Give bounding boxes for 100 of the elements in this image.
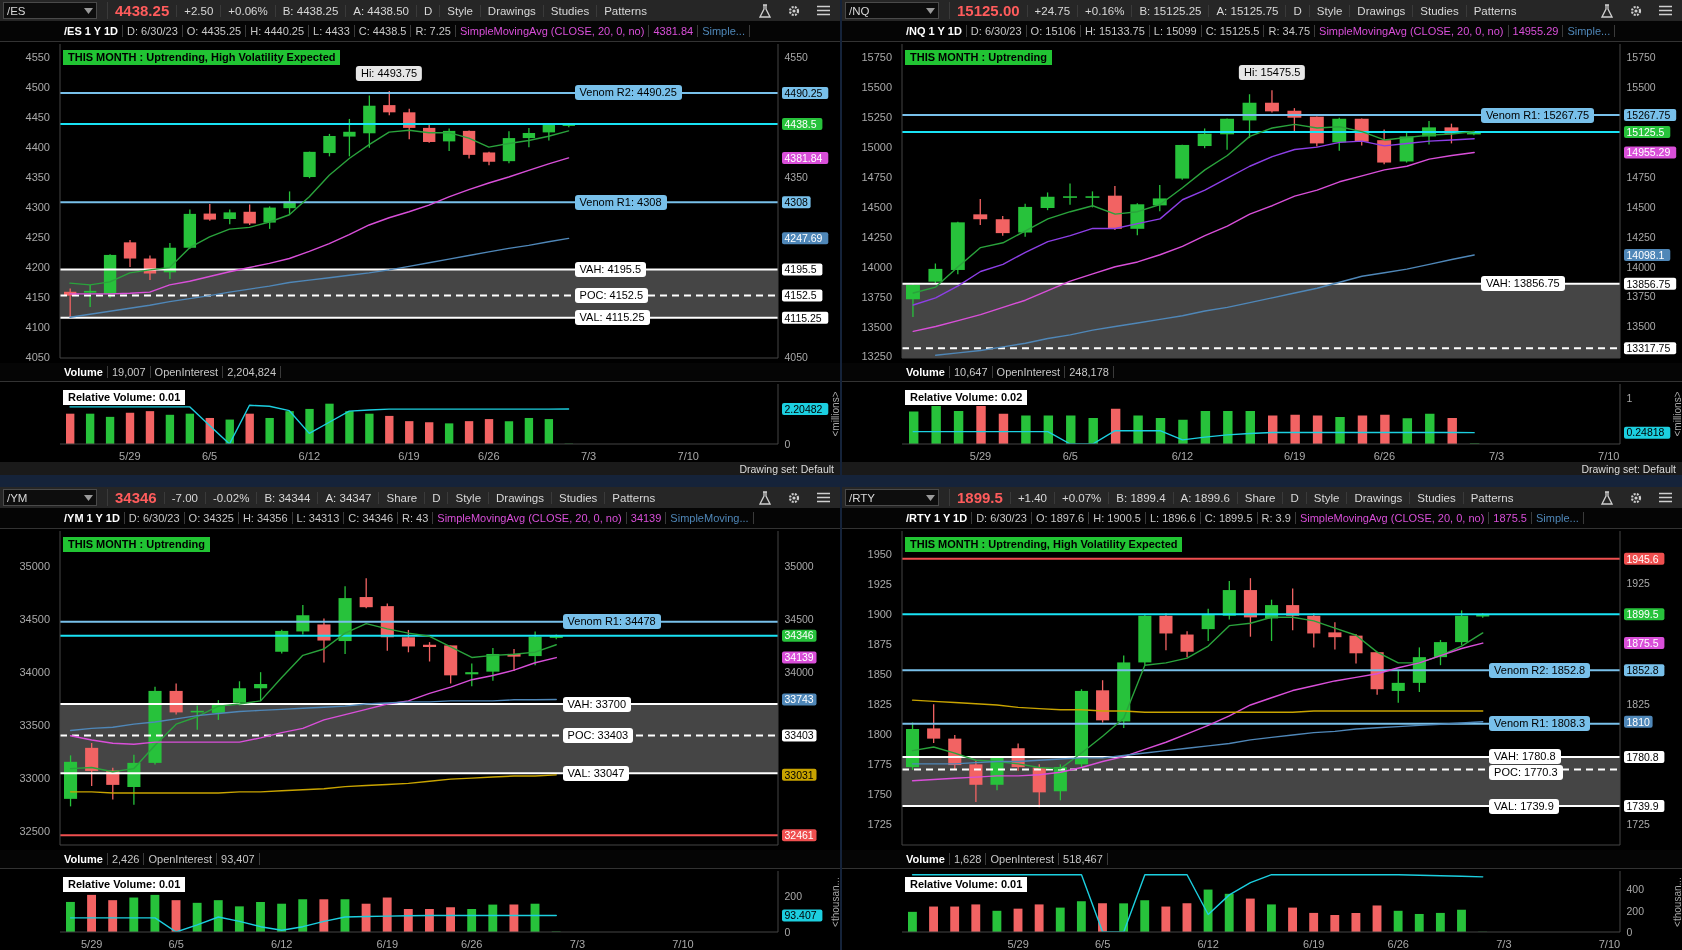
y-tick-label: 14000 — [861, 260, 892, 273]
y2-tick-label: 4115.25 — [784, 311, 822, 324]
text: D — [424, 491, 448, 504]
x-tick-label: 6/19 — [1303, 937, 1325, 950]
y-tick-label: 13500 — [861, 320, 892, 333]
text: 19,007 — [107, 366, 151, 378]
y2-tick-label: 4350 — [784, 170, 809, 183]
y2-tick-label: 34000 — [784, 666, 814, 679]
text: Patterns — [596, 4, 654, 17]
text: /YM — [7, 491, 28, 504]
text: R: 34.75 — [1264, 25, 1316, 37]
y2-tick-label: 1 — [1626, 392, 1633, 404]
text: Style — [1305, 491, 1347, 504]
text: 2,204,824 — [223, 366, 282, 378]
text: Patterns — [604, 491, 663, 504]
ref-line-label: Venom R1: 34478 — [562, 614, 661, 630]
y-tick-label: 32500 — [19, 825, 50, 838]
text: THIS MONTH : Uptrending — [63, 537, 210, 552]
text: -7.00 — [163, 491, 205, 504]
x-tick-label: 6/12 — [271, 937, 293, 950]
text: D: 6/30/23 — [124, 512, 185, 524]
y-tick-label: 1950 — [867, 547, 892, 560]
x-tick-label: 5/29 — [119, 449, 141, 462]
y-tick-label: 13250 — [861, 350, 892, 363]
text: Studies — [550, 491, 605, 504]
y-tick-label: 33500 — [19, 719, 50, 732]
x-tick-label: 7/3 — [1488, 449, 1505, 462]
x-tick-label: 6/5 — [1062, 449, 1078, 462]
text: Style — [439, 4, 480, 17]
y2-tick-label: 14955.29 — [1626, 146, 1671, 159]
y2-tick-label: 0 — [784, 925, 791, 938]
ref-line-label: VAL: 1739.9 — [1489, 798, 1559, 814]
text: Drawings — [488, 491, 551, 504]
text: +1.40 — [1009, 491, 1054, 504]
text: A: 34347 — [317, 491, 379, 504]
ref-line-label: VAH: 13856.75 — [1480, 276, 1565, 292]
text: /RTY — [849, 491, 875, 504]
text: Style — [1308, 4, 1350, 17]
x-tick-label: 6/12 — [1197, 937, 1219, 950]
y2-tick-label: 34346 — [784, 629, 814, 642]
y2-tick-label: 13317.75 — [1626, 342, 1671, 355]
y-tick-label: 4500 — [25, 81, 50, 94]
y2-tick-label: 1739.9 — [1626, 799, 1659, 812]
y2-tick-label: 13750 — [1626, 290, 1656, 303]
text: R: 43 — [398, 512, 434, 524]
y-tick-label: 1750 — [867, 787, 892, 800]
chart-subtitle: /NQ 1 Y 1D — [902, 25, 967, 37]
y-tick-label: 15500 — [861, 81, 892, 94]
ref-line-label: Venom R2: 1852.8 — [1489, 662, 1591, 678]
x-tick-label: 7/10 — [1598, 449, 1620, 462]
x-tick-label: 6/19 — [1283, 449, 1306, 462]
chart-subtitle: Volume — [60, 366, 108, 378]
ref-line-label: Venom R1: 15267.75 — [1480, 107, 1595, 123]
text: H: 1900.5 — [1089, 512, 1146, 524]
y2-tick-label: 33403 — [784, 729, 814, 742]
y2-tick-label: 14250 — [1626, 230, 1656, 243]
y2-tick-label: 15500 — [1626, 81, 1656, 94]
y-tick-label: 34500 — [19, 613, 50, 626]
text: D — [1282, 491, 1306, 504]
y-tick-label: 4200 — [25, 260, 50, 273]
text: Share — [1236, 491, 1283, 504]
y2-tick-label: 34139 — [784, 651, 814, 664]
x-tick-label: 6/5 — [1094, 937, 1111, 950]
text: D — [415, 4, 440, 17]
y2-tick-label: 93.407 — [784, 909, 817, 922]
text: 4438.25 — [107, 2, 177, 19]
text: OpenInterest — [992, 366, 1066, 378]
text: SimpleMovingAvg (CLOSE, 20, 0, no) — [1315, 25, 1509, 37]
y2-tick-label: 33031 — [784, 768, 814, 781]
text: B: 34344 — [256, 491, 318, 504]
y2-tick-label: 1875.5 — [1626, 636, 1659, 649]
text: Drawing set: Default — [1581, 462, 1676, 475]
y-tick-label: 4150 — [25, 290, 50, 303]
text: SimpleMovingAvg (CLOSE, 20, 0, no) — [433, 512, 627, 524]
y-tick-label: 15250 — [861, 111, 892, 124]
y2-tick-label: 4050 — [784, 350, 809, 363]
text: D: 6/30/23 — [966, 25, 1027, 37]
y-tick-label: 1825 — [867, 697, 892, 710]
y2-tick-label: 4152.5 — [784, 289, 817, 302]
x-tick-label: 7/3 — [1496, 937, 1512, 950]
text: /NQ — [849, 4, 870, 17]
x-tick-label: 7/10 — [677, 449, 699, 462]
x-tick-label: 6/26 — [1387, 937, 1409, 950]
text: Relative Volume: 0.01 — [905, 877, 1028, 892]
chart-subtitle: Volume — [60, 853, 108, 865]
text: 248,178 — [1065, 366, 1114, 378]
text: Drawings — [1346, 491, 1410, 504]
text: L: 15099 — [1149, 25, 1202, 37]
y-tick-label: 33000 — [19, 772, 50, 785]
text: Simple... — [1563, 25, 1616, 37]
text: B: 1899.4 — [1108, 491, 1173, 504]
text: O: 1897.6 — [1031, 512, 1090, 524]
y2-tick-label: 13856.75 — [1626, 277, 1671, 290]
x-tick-label: 6/26 — [1373, 449, 1396, 462]
text: -0.02% — [204, 491, 257, 504]
x-tick-label: 6/26 — [461, 937, 483, 950]
text: OpenInterest — [150, 366, 224, 378]
ref-line-label: POC: 33403 — [562, 727, 634, 743]
text: Relative Volume: 0.01 — [63, 877, 186, 892]
y-tick-label: 1850 — [867, 667, 892, 680]
